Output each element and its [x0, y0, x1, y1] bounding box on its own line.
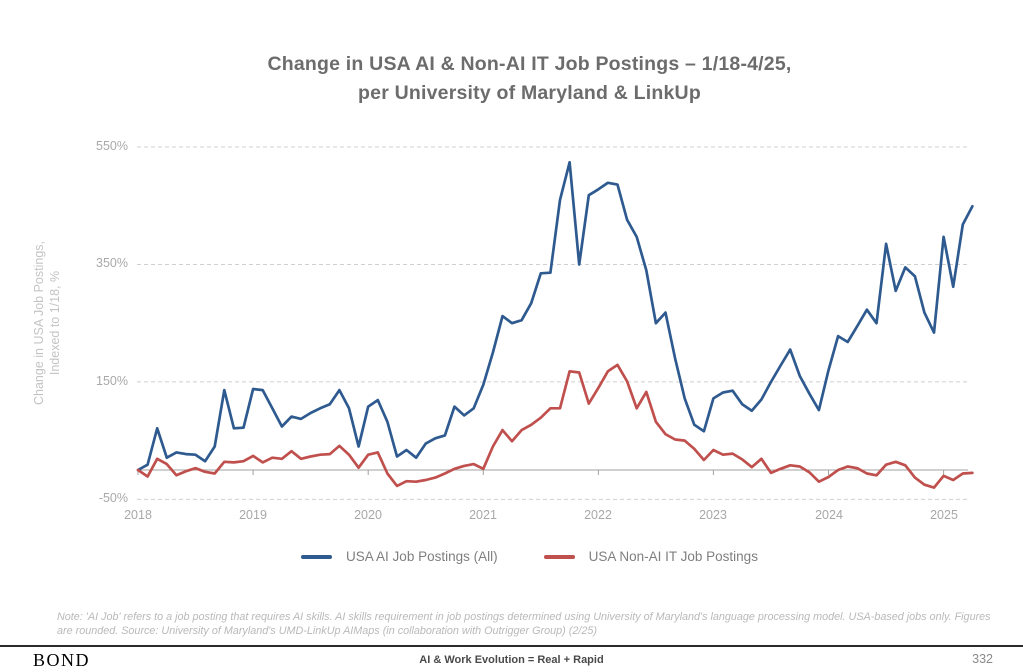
x-tick-label-2018: 2018 [124, 508, 152, 522]
x-tick-label-2024: 2024 [815, 508, 843, 522]
legend-swatch-ai [301, 554, 333, 559]
footer-tagline: AI & Work Evolution = Real + Rapid [419, 654, 604, 666]
chart-title-line1: Change in USA AI & Non-AI IT Job Posting… [267, 53, 792, 75]
x-tick-label-2025: 2025 [930, 508, 958, 522]
footnote: Note: 'AI Job' refers to a job posting t… [57, 611, 991, 637]
chart-title-line2: per University of Maryland & LinkUp [358, 82, 701, 104]
footer: BOND AI & Work Evolution = Real + Rapid … [0, 647, 1023, 672]
x-tick-label-2020: 2020 [354, 508, 382, 522]
y-tick-label-350%: 350% [96, 256, 128, 270]
x-tick-label-2023: 2023 [699, 508, 727, 522]
legend-item-non-ai-it: USA Non-AI IT Job Postings [543, 549, 758, 564]
page-number: 332 [972, 652, 993, 666]
series-line-ai-job-postings [136, 160, 974, 472]
y-tick-label-150%: 150% [96, 374, 128, 388]
legend-item-ai: USA AI Job Postings (All) [301, 549, 498, 564]
y-tick-label-550%: 550% [96, 139, 128, 153]
x-tick-label-2019: 2019 [239, 508, 267, 522]
chart-title: Change in USA AI & Non-AI IT Job Posting… [36, 50, 1023, 108]
footer-divider [0, 645, 1023, 647]
legend-label-ai: USA AI Job Postings (All) [346, 549, 498, 564]
y-tick-label--50%: -50% [98, 491, 128, 505]
legend-swatch-non-ai-it [543, 554, 575, 559]
chart-legend: USA AI Job Postings (All) USA Non-AI IT … [36, 549, 1023, 564]
bond-logo: BOND [33, 650, 91, 670]
x-tick-label-2021: 2021 [469, 508, 497, 522]
legend-label-non-ai-it: USA Non-AI IT Job Postings [588, 549, 758, 564]
x-tick-label-2022: 2022 [584, 508, 612, 522]
series-line-non-ai-it-job-postings [136, 363, 974, 489]
